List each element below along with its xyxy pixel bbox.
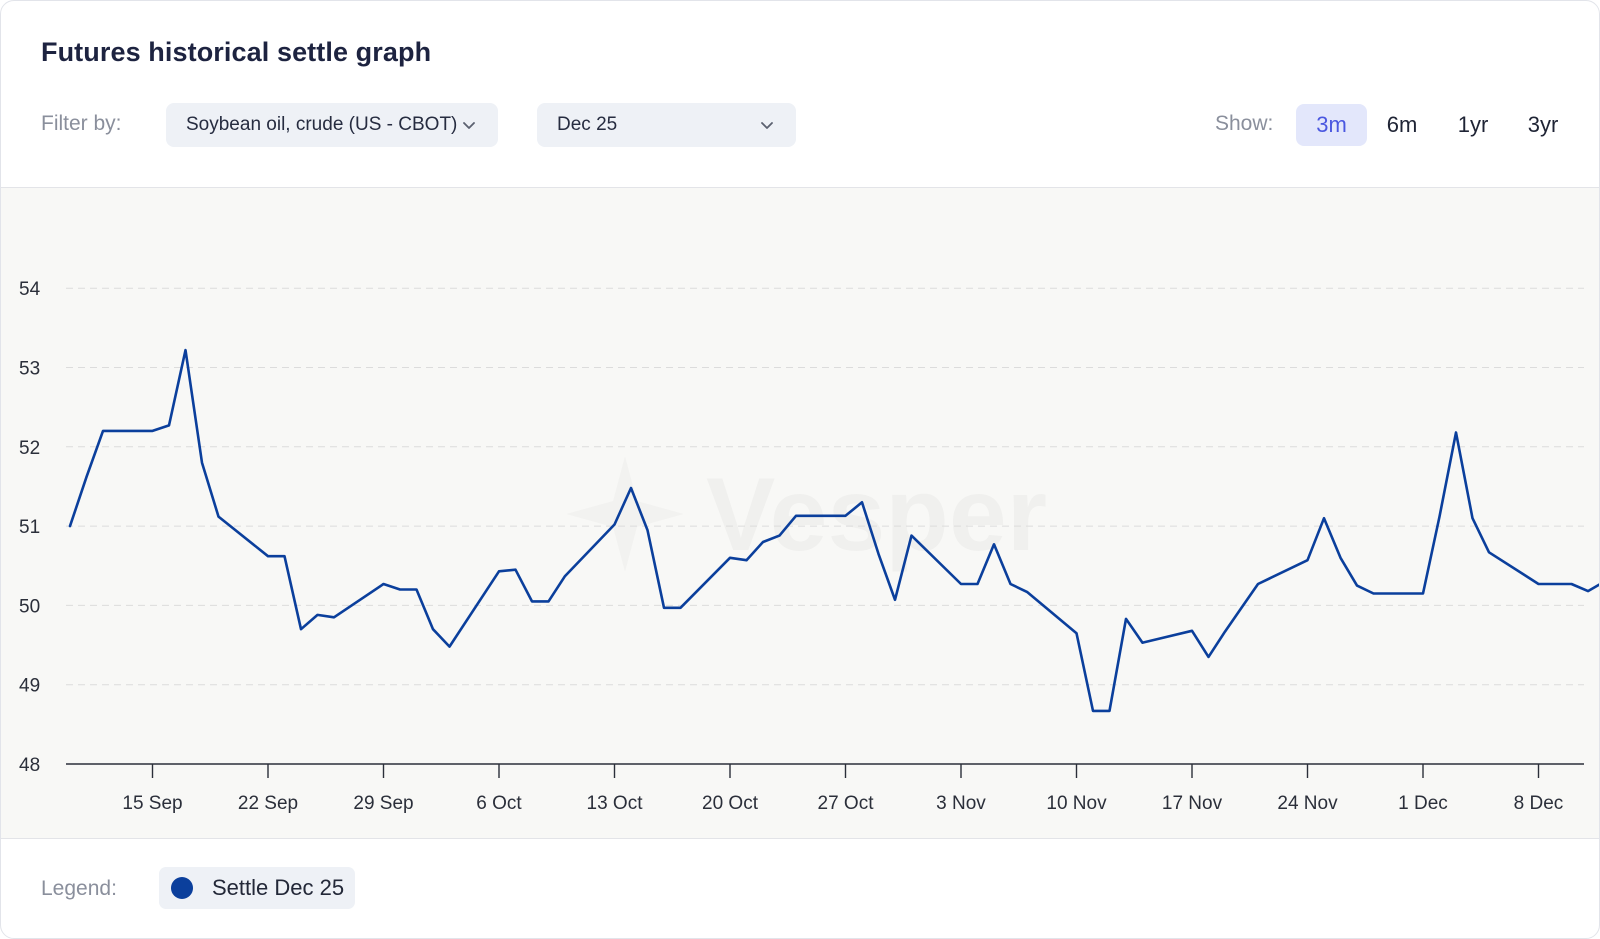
range-3m-button[interactable]: 3m [1296,104,1367,146]
x-tick-label: 17 Nov [1162,793,1223,814]
page-title: Futures historical settle graph [41,37,432,67]
show-label: Show: [1215,112,1274,135]
y-tick-label: 54 [19,279,41,300]
chevron-down-icon [761,122,773,129]
x-tick-label: 6 Oct [476,793,522,814]
grid-lines [66,287,1584,686]
chevron-down-icon [463,122,475,129]
chart-area: Vesper 48 49 50 51 52 53 54 15 Sep 22 Sep 29 Sep… [1,187,1599,839]
x-tick-label: 15 Sep [122,793,182,814]
x-axis: 15 Sep 22 Sep 29 Sep 6 Oct 13 Oct 20 Oct 27 Oc… [66,763,1584,814]
legend-item-label: Settle Dec 25 [212,875,345,900]
y-tick-label: 49 [19,676,40,697]
commodity-select-value: Soybean oil, crude (US - CBOT) [186,114,458,135]
x-tick-label: 20 Oct [702,793,759,814]
x-tick-label: 29 Sep [353,793,413,814]
x-tick-label: 27 Oct [818,793,875,814]
x-tick-label: 22 Sep [238,793,298,814]
y-tick-label: 52 [19,438,40,459]
x-tick-label: 10 Nov [1046,793,1107,814]
y-tick-label: 48 [19,755,40,776]
line-chart: Vesper 48 49 50 51 52 53 54 15 Sep 22 Sep 29 Sep… [19,279,1599,814]
contract-select-value: Dec 25 [557,114,618,135]
y-axis: 48 49 50 51 52 53 54 [19,279,41,776]
filter-label: Filter by: [41,112,122,135]
series-settle [68,348,1599,713]
x-tick-label: 24 Nov [1277,793,1338,814]
x-tick-label: 8 Dec [1514,793,1564,814]
commodity-select[interactable]: Soybean oil, crude (US - CBOT) [166,103,498,147]
y-tick-label: 50 [19,596,40,617]
watermark-text: Vesper [706,457,1047,573]
series-line-settle [68,348,1599,713]
contract-select[interactable]: Dec 25 [537,103,796,147]
x-tick-label: 13 Oct [587,793,644,814]
legend-label: Legend: [41,877,117,900]
legend-item-settle[interactable]: Settle Dec 25 [159,867,355,909]
x-tick-label: 1 Dec [1398,793,1448,814]
y-tick-label: 53 [19,359,40,380]
range-3yr-button[interactable]: 3yr [1527,112,1559,137]
y-tick-label: 51 [19,517,40,538]
x-tick-label: 3 Nov [936,793,986,814]
range-6m-button[interactable]: 6m [1386,112,1418,137]
legend-dot [171,877,193,899]
range-1yr-button[interactable]: 1yr [1457,112,1489,137]
